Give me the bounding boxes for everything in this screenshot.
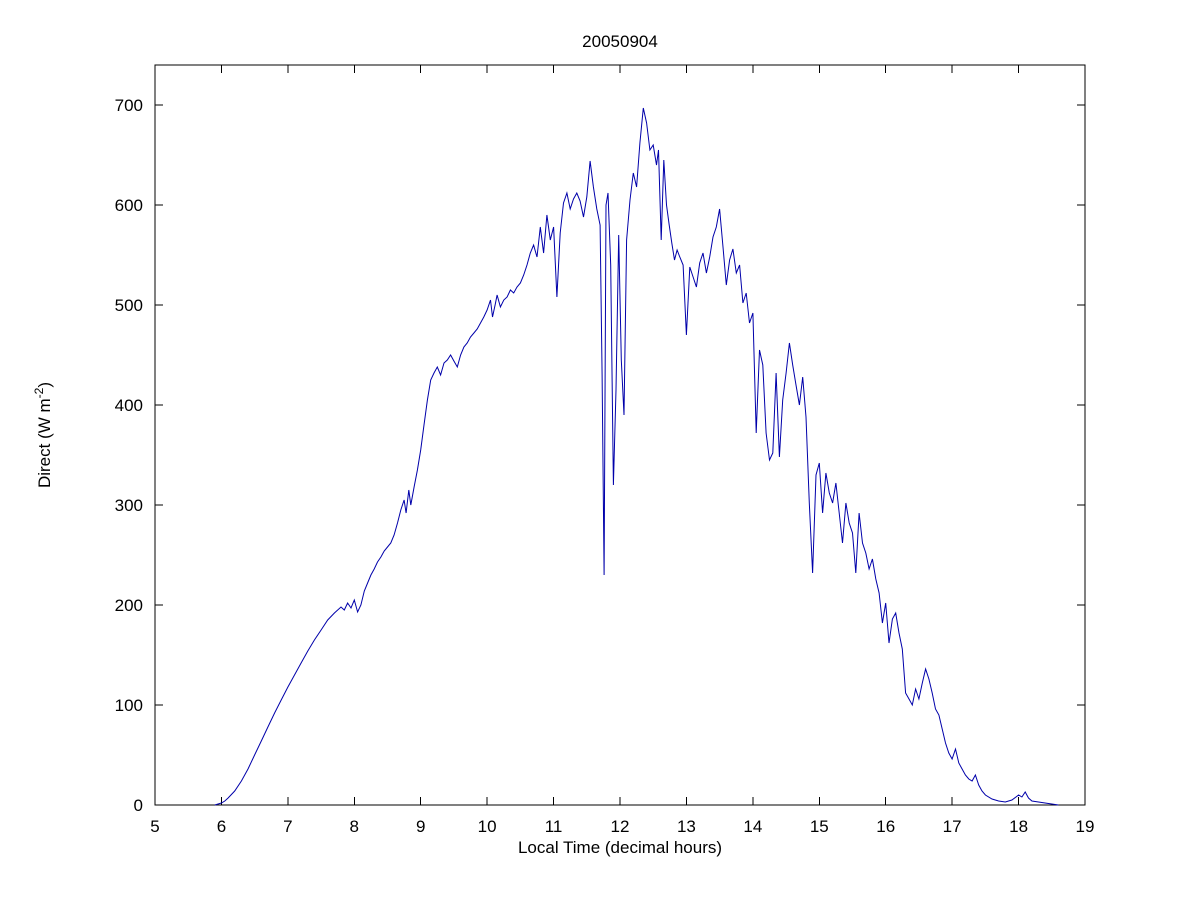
y-tick-label: 300 — [115, 496, 143, 515]
y-axis-label: Direct (W m-2) — [32, 382, 54, 488]
chart-title: 20050904 — [582, 32, 658, 51]
y-tick-label: 600 — [115, 196, 143, 215]
x-tick-label: 19 — [1076, 817, 1095, 836]
y-tick-label: 500 — [115, 296, 143, 315]
y-tick-label: 200 — [115, 596, 143, 615]
x-tick-label: 9 — [416, 817, 425, 836]
x-tick-label: 16 — [876, 817, 895, 836]
y-tick-label: 100 — [115, 696, 143, 715]
x-tick-label: 11 — [545, 817, 563, 836]
x-tick-label: 17 — [943, 817, 962, 836]
x-tick-label: 13 — [677, 817, 696, 836]
x-tick-label: 18 — [1009, 817, 1028, 836]
series — [214, 107, 1059, 806]
x-tick-label: 15 — [810, 817, 829, 836]
x-tick-label: 6 — [217, 817, 226, 836]
y-tick-label: 400 — [115, 396, 143, 415]
x-tick-label: 10 — [478, 817, 497, 836]
y-tick-label: 0 — [134, 796, 143, 815]
x-tick-label: 8 — [350, 817, 359, 836]
x-tick-label: 5 — [150, 817, 159, 836]
x-axis-label: Local Time (decimal hours) — [518, 838, 722, 857]
plot-box — [154, 64, 1086, 806]
x-tick-label: 14 — [743, 817, 762, 836]
y-tick-label: 700 — [115, 96, 143, 115]
axes: 5 6 7 8 9 10 11 12 13 14 15 16 17 18 19 0 100 200 300 400 50… — [115, 64, 1095, 836]
x-tick-label: 12 — [611, 817, 630, 836]
plot-line — [214, 107, 1059, 806]
x-tick-label: 7 — [283, 817, 292, 836]
